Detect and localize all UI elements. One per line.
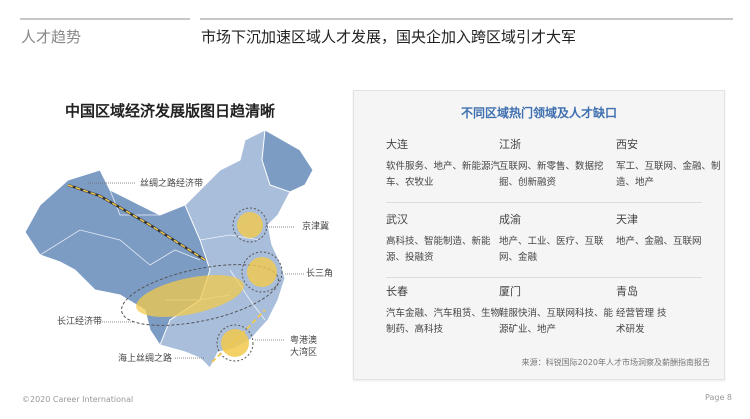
- region-fields: 汽车金融、汽车租赁、生物制药、高科技: [386, 308, 501, 335]
- region-city: 大连: [386, 138, 408, 151]
- copyright: ©2020 Career International: [22, 395, 134, 404]
- region-city: 天津: [616, 213, 638, 226]
- region-fields: 地产、工业、医疗、互联网、金融: [499, 236, 604, 263]
- region-fields: 鞋服快消、互联网科技、能源矿业、地产: [499, 308, 614, 335]
- region-city: 成渝: [499, 213, 521, 226]
- maritime-silk-road-line: [211, 309, 266, 363]
- jingjinji-highlight: [237, 212, 263, 238]
- label-jingjinji: 京津冀: [302, 222, 330, 232]
- map-title: 中国区域经济发展版图日趋清晰: [64, 102, 275, 120]
- region-city: 江浙: [499, 138, 521, 151]
- label-silk-road-belt: 丝绸之路经济带: [140, 179, 204, 189]
- panel-title: 不同区域热门领域及人才缺口: [460, 106, 617, 120]
- region-fields: 互联网、新零售、数据挖掘、创新融资: [499, 161, 604, 188]
- region-city: 西安: [616, 138, 638, 151]
- row-divider: [386, 202, 702, 203]
- source-note: 来源：科锐国际2020年人才市场洞察及薪酬指南报告: [521, 358, 710, 367]
- region-city: 厦门: [499, 285, 521, 298]
- label-yangtze-belt: 长江经济带: [57, 317, 103, 327]
- talent-gap-panel: 不同区域热门领域及人才缺口 大连软件服务、地产、新能源汽车、农牧业 江浙互联网、新…: [353, 90, 725, 380]
- region-fields: 经营管理 技术研发: [616, 308, 667, 335]
- region-city: 青岛: [616, 285, 638, 298]
- map-northeast: [261, 129, 314, 193]
- page-title: 市场下沉加速区域人才发展，国央企加入跨区域引才大军: [201, 28, 577, 46]
- gba-highlight: [221, 329, 249, 357]
- label-gba: 粤港澳 大湾区: [290, 336, 318, 358]
- region-city: 武汉: [386, 213, 408, 226]
- header-rule-left: [20, 18, 190, 20]
- region-fields: 地产、金融、互联网: [616, 236, 702, 247]
- region-city: 长春: [386, 285, 408, 298]
- region-fields: 军工、互联网、金融、制造、地产: [616, 161, 721, 188]
- yrd-highlight: [247, 257, 277, 287]
- header-rule-right: [200, 18, 733, 20]
- region-fields: 高科技、智能制造、新能源、投融资: [386, 236, 491, 263]
- yangtze-highlight: [136, 275, 244, 317]
- label-maritime-silk-road: 海上丝绸之路: [118, 354, 173, 364]
- china-map: [24, 129, 314, 369]
- label-yangtze-delta: 长三角: [306, 269, 334, 279]
- page-number: Page 8: [705, 393, 732, 402]
- region-fields: 软件服务、地产、新能源汽车、农牧业: [386, 161, 501, 188]
- row-divider: [386, 277, 702, 278]
- section-label: 人才趋势: [21, 28, 82, 46]
